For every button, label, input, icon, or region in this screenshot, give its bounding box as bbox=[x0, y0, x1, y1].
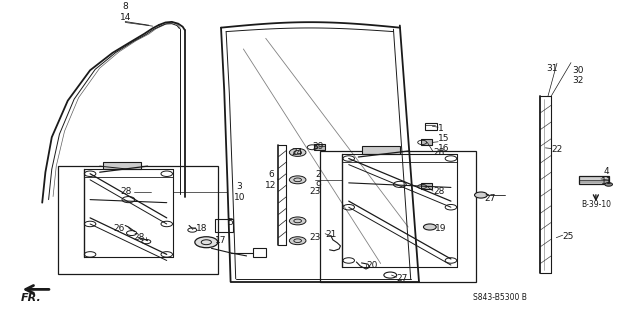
Text: 25: 25 bbox=[563, 232, 574, 241]
Text: FR.: FR. bbox=[21, 293, 42, 303]
Text: 8
14: 8 14 bbox=[120, 2, 131, 22]
Circle shape bbox=[474, 192, 487, 198]
Text: 19: 19 bbox=[435, 224, 447, 233]
Circle shape bbox=[605, 182, 612, 186]
Text: 28: 28 bbox=[133, 233, 145, 242]
Bar bbox=[421, 139, 433, 145]
Circle shape bbox=[195, 237, 218, 248]
Text: 20: 20 bbox=[366, 261, 378, 270]
Text: 4
11: 4 11 bbox=[601, 167, 612, 187]
Text: B-39-10: B-39-10 bbox=[581, 200, 611, 209]
Text: 21: 21 bbox=[325, 230, 337, 239]
Text: 5: 5 bbox=[227, 218, 233, 227]
Bar bbox=[362, 146, 400, 154]
Text: 22: 22 bbox=[551, 145, 563, 154]
Text: 28: 28 bbox=[120, 188, 132, 197]
Circle shape bbox=[289, 176, 306, 184]
Text: 2
9: 2 9 bbox=[315, 170, 321, 189]
Text: 26: 26 bbox=[114, 224, 125, 233]
Circle shape bbox=[289, 217, 306, 225]
Circle shape bbox=[424, 224, 436, 230]
Text: 28: 28 bbox=[433, 188, 444, 197]
Text: 3
10: 3 10 bbox=[234, 182, 245, 202]
Bar bbox=[103, 161, 141, 169]
Text: 27: 27 bbox=[397, 274, 408, 283]
Text: 27: 27 bbox=[484, 194, 495, 203]
Bar bbox=[421, 183, 433, 189]
Bar bbox=[320, 151, 476, 282]
Circle shape bbox=[289, 237, 306, 245]
Text: 6
12: 6 12 bbox=[265, 170, 276, 189]
Text: 17: 17 bbox=[214, 236, 226, 245]
Text: 24: 24 bbox=[291, 148, 303, 157]
Text: 30
32: 30 32 bbox=[572, 66, 584, 85]
Text: 1: 1 bbox=[438, 123, 444, 133]
Text: 29: 29 bbox=[312, 142, 324, 151]
Bar bbox=[58, 166, 218, 274]
Text: 23: 23 bbox=[309, 233, 321, 242]
Text: 23: 23 bbox=[309, 188, 321, 197]
Bar bbox=[579, 176, 609, 184]
Bar bbox=[426, 123, 437, 130]
Text: 28: 28 bbox=[433, 148, 444, 157]
Bar bbox=[253, 248, 266, 257]
Text: 18: 18 bbox=[195, 224, 207, 233]
Text: 31: 31 bbox=[547, 64, 558, 73]
Bar bbox=[314, 144, 325, 150]
Text: S843-B5300 B: S843-B5300 B bbox=[473, 293, 527, 302]
Text: 15
16: 15 16 bbox=[438, 134, 450, 153]
Bar bbox=[214, 219, 232, 232]
Circle shape bbox=[289, 148, 306, 156]
